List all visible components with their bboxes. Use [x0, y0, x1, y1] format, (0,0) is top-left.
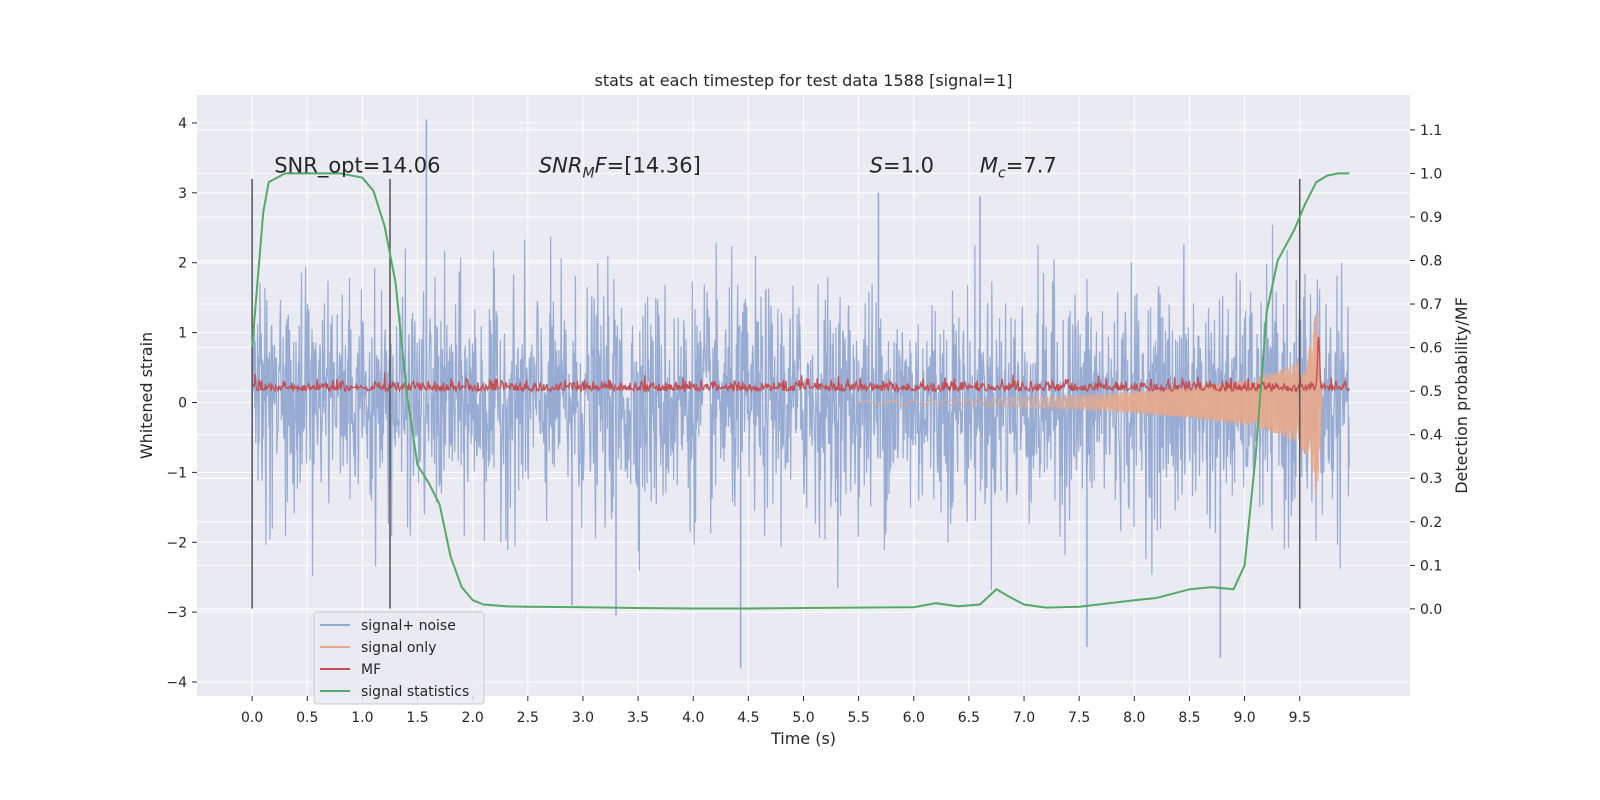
y2-tick-label: 1.1 [1420, 123, 1442, 139]
y2-tick-label: 1.0 [1420, 166, 1442, 182]
series-signal-noise [251, 119, 1350, 669]
series-mf [251, 336, 1350, 394]
legend-box [313, 611, 485, 705]
y2-tick-label: 0.1 [1420, 558, 1442, 574]
y-axis-ticks: 4 3 2 1 0 −1 −2 −3 −4 [166, 116, 197, 691]
x-tick-label: 4.5 [737, 710, 759, 726]
x-tick-label: 7.0 [1013, 710, 1035, 726]
y2-tick-label: 0.3 [1420, 471, 1442, 487]
x-tick-label: 9.5 [1289, 710, 1311, 726]
legend-label: MF [361, 662, 381, 678]
y-tick-label: 2 [178, 256, 187, 272]
x-tick-label: 8.0 [1123, 710, 1145, 726]
x-tick-label: 0.5 [296, 710, 318, 726]
y2-tick-label: 0.5 [1420, 384, 1442, 400]
y2-tick-label: 0.8 [1420, 253, 1442, 269]
signal-noise-line [251, 224, 1350, 590]
y-tick-label: −3 [166, 605, 187, 621]
x-tick-label: 8.5 [1178, 710, 1200, 726]
y2-tick-label: 0.2 [1420, 515, 1442, 531]
chart-title: stats at each timestep for test data 158… [594, 71, 1012, 90]
x-tick-label: 5.5 [848, 710, 870, 726]
y2-tick-label: 0.0 [1420, 602, 1442, 618]
series-signal-only [858, 311, 1323, 496]
series-signal-statistics [251, 172, 1350, 610]
legend-label: signal+ noise [361, 618, 456, 634]
y-axis-label: Whitened strain [137, 332, 156, 459]
x-axis-label: Time (s) [770, 729, 836, 748]
y-tick-label: 3 [178, 186, 187, 202]
y-tick-label: −4 [166, 675, 187, 691]
annotation-snr-mf: SNRMF=[14.36] [539, 153, 701, 181]
x-tick-label: 0.0 [241, 710, 263, 726]
y2-tick-label: 0.4 [1420, 428, 1442, 444]
x-tick-label: 4.0 [682, 710, 704, 726]
x-tick-label: 1.5 [406, 710, 428, 726]
annotations: SNR_opt=14.06 SNRMF=[14.36] S=1.0 Mc=7.7 [274, 153, 1057, 181]
y2-tick-label: 0.7 [1420, 297, 1442, 313]
x-tick-label: 6.5 [958, 710, 980, 726]
y-tick-label: 0 [178, 395, 187, 411]
y-tick-label: −1 [166, 465, 187, 481]
y-tick-label: −2 [166, 535, 187, 551]
x-tick-label: 1.0 [351, 710, 373, 726]
x-axis-ticks: 0.0 0.5 1.0 1.5 2.0 2.5 3.0 3.5 4.0 4.5 5.0 5.5 6.0 6… [241, 696, 1311, 726]
x-tick-label: 5.0 [792, 710, 814, 726]
x-tick-label: 9.0 [1233, 710, 1255, 726]
mf-line [251, 336, 1350, 394]
signal-only-line [858, 311, 1323, 496]
signal-statistics-line [251, 172, 1350, 610]
legend: signal+ noise signal only MF signal statist… [313, 611, 485, 705]
legend-label: signal only [361, 640, 436, 656]
x-tick-label: 2.0 [462, 710, 484, 726]
legend-label: signal statistics [361, 684, 469, 700]
y2-axis-label: Detection probability/MF [1452, 297, 1471, 494]
x-tick-label: 7.5 [1068, 710, 1090, 726]
annotation-snr-opt: SNR_opt=14.06 [274, 153, 440, 178]
y2-axis-ticks: 1.1 1.0 0.9 0.8 0.7 0.6 0.5 0.4 0.3 0.2 0.1 0.0 [1410, 123, 1442, 618]
x-tick-label: 3.5 [627, 710, 649, 726]
x-tick-label: 3.0 [572, 710, 594, 726]
x-tick-label: 2.5 [517, 710, 539, 726]
annotation-mc: Mc=7.7 [980, 153, 1057, 181]
y-tick-label: 4 [178, 116, 187, 132]
y2-tick-label: 0.9 [1420, 210, 1442, 226]
y-tick-label: 1 [178, 326, 187, 342]
annotation-s: S=1.0 [870, 153, 934, 177]
x-tick-label: 6.0 [903, 710, 925, 726]
y2-tick-label: 0.6 [1420, 341, 1442, 357]
